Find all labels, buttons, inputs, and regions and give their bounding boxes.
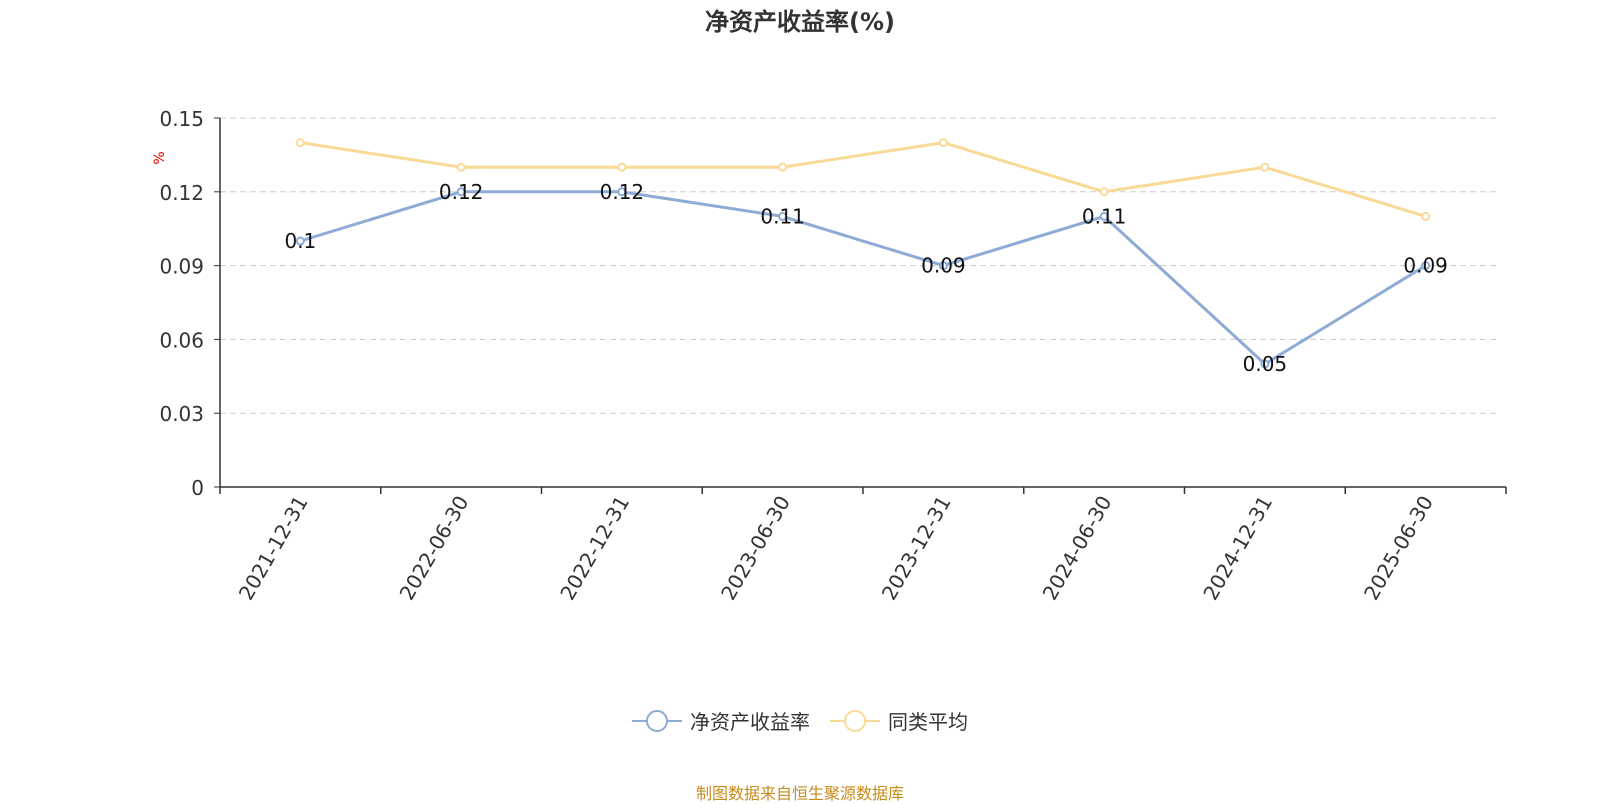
data-point: [778, 162, 788, 172]
data-point: [1099, 187, 1109, 197]
legend-swatch-roe-icon: [632, 709, 682, 732]
x-tick-label: 2023-12-31: [877, 492, 956, 605]
data-label: 0.11: [1082, 204, 1127, 228]
y-tick-label: 0.03: [159, 402, 204, 426]
x-tick-label: 2021-12-31: [234, 492, 313, 605]
series-line: [300, 141, 1427, 218]
data-label: 0.05: [1243, 352, 1288, 376]
x-tick-label: 2023-06-30: [716, 492, 795, 605]
y-axis-label: %: [152, 151, 168, 164]
data-point: [1260, 162, 1270, 172]
y-tick-label: 0.09: [159, 255, 204, 279]
legend-label-roe: 净资产收益率: [690, 710, 810, 734]
data-point: [1260, 359, 1270, 369]
data-point: [1421, 261, 1431, 271]
data-point: [1099, 211, 1109, 221]
y-tick-label: 0.15: [159, 107, 204, 131]
legend: 净资产收益率 同类平均: [0, 706, 1600, 735]
data-point: [295, 236, 305, 246]
data-label: 0.12: [600, 180, 645, 204]
data-label: 0.12: [439, 180, 484, 204]
legend-label-peer-average: 同类平均: [888, 710, 968, 734]
x-tick-label: 2024-06-30: [1038, 492, 1117, 605]
data-point: [778, 211, 788, 221]
data-label: 0.1: [284, 229, 316, 253]
data-point: [456, 187, 466, 197]
data-point: [938, 138, 948, 148]
line-chart: 0 0.03 0.06 0.09 0.12 0.15% 2021-12-31 2022-06-…: [152, 107, 1507, 605]
legend-item-peer-average[interactable]: 同类平均: [830, 706, 968, 735]
y-tick-label: 0.12: [159, 181, 204, 205]
data-point: [617, 187, 627, 197]
data-label: 0.09: [921, 254, 966, 278]
y-tick-label: 0.06: [159, 328, 204, 352]
data-point: [456, 162, 466, 172]
data-point: [617, 162, 627, 172]
data-point: [295, 138, 305, 148]
x-tick-label: 2022-12-31: [555, 492, 634, 605]
data-point: [938, 261, 948, 271]
x-tick-label: 2024-12-31: [1198, 492, 1277, 605]
y-tick-label: 0: [191, 476, 204, 500]
data-label: 0.11: [760, 204, 805, 228]
chart-title: 净资产收益率(%): [705, 8, 895, 36]
legend-item-roe[interactable]: 净资产收益率: [632, 706, 810, 735]
data-label: 0.09: [1403, 254, 1448, 278]
series-line: [299, 190, 1427, 366]
x-tick-label: 2022-06-30: [395, 492, 474, 605]
legend-swatch-peer-icon: [830, 709, 880, 732]
data-source-note: 制图数据来自恒生聚源数据库: [695, 784, 904, 803]
data-point: [1421, 211, 1431, 221]
x-tick-label: 2025-06-30: [1359, 492, 1438, 605]
